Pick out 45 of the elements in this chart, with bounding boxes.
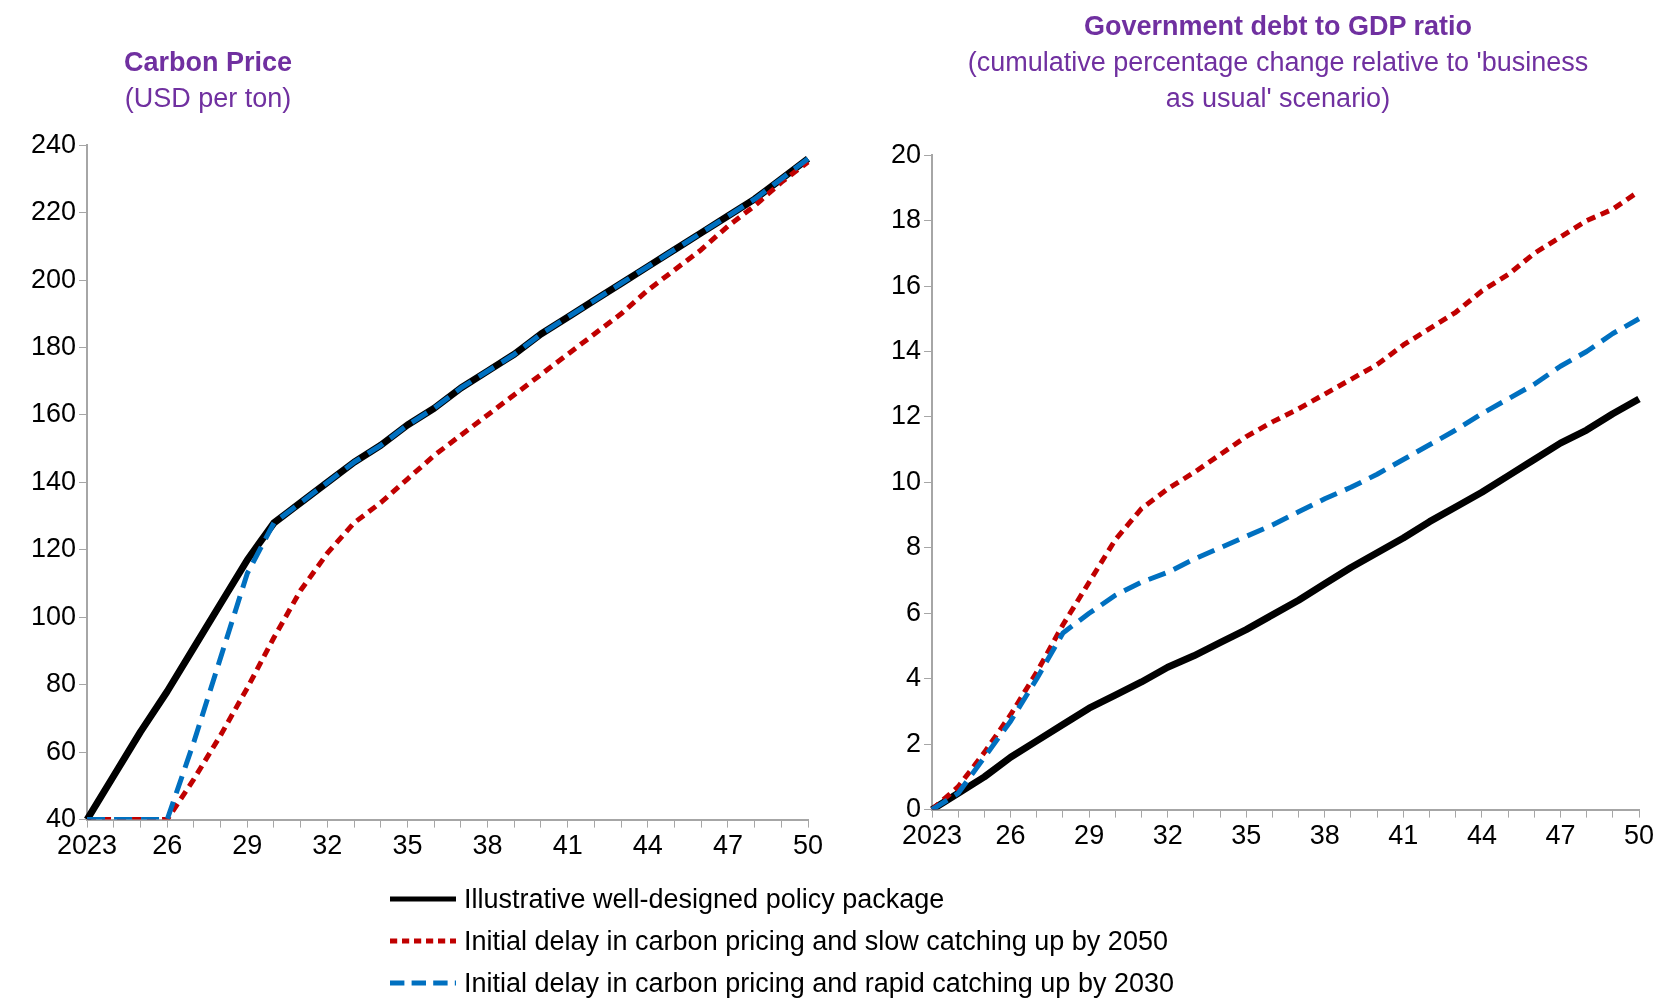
x-tick-label: 41 <box>1388 820 1419 851</box>
y-tick-label: 6 <box>906 596 922 627</box>
x-tick-label: 29 <box>232 830 263 861</box>
x-tick-label: 38 <box>1309 820 1340 851</box>
x-tick-label: 29 <box>1074 820 1105 851</box>
y-tick-label: 12 <box>890 400 922 431</box>
x-tick-label: 38 <box>472 830 503 861</box>
y-tick-label: 10 <box>890 465 922 496</box>
legend-label: Initial delay in carbon pricing and rapid catching up by 2030 <box>464 967 1174 999</box>
x-tick-label: 32 <box>312 830 343 861</box>
legend-label: Initial delay in carbon pricing and slow catching up by 2050 <box>464 925 1168 957</box>
chart-subtitle: (cumulative percentage change relative to 'business as usual' scenario) <box>966 46 1590 115</box>
y-tick-label: 120 <box>30 533 77 564</box>
legend-label: Illustrative well-designed policy package <box>464 883 945 915</box>
y-tick-label: 20 <box>890 138 922 169</box>
y-tick-label: 220 <box>30 196 77 227</box>
y-tick-label: 100 <box>30 600 77 631</box>
y-tick-label: 2 <box>906 727 922 758</box>
x-tick-label: 50 <box>1623 820 1655 851</box>
x-tick-label: 47 <box>712 830 743 861</box>
y-tick-label: 16 <box>890 269 922 300</box>
x-tick-label: 41 <box>552 830 583 861</box>
x-tick-label: 26 <box>152 830 183 861</box>
x-tick-label: 32 <box>1152 820 1183 851</box>
y-tick-label: 8 <box>906 531 922 562</box>
x-tick-label: 47 <box>1545 820 1576 851</box>
y-tick-label: 200 <box>30 263 77 294</box>
chart-title: Government debt to GDP ratio <box>1082 10 1473 43</box>
y-tick-label: 14 <box>890 334 922 365</box>
y-tick-label: 80 <box>46 668 77 699</box>
y-tick-label: 60 <box>46 735 77 766</box>
x-tick-label: 26 <box>995 820 1026 851</box>
y-tick-label: 140 <box>30 465 77 496</box>
x-tick-label: 35 <box>1231 820 1262 851</box>
y-tick-label: 4 <box>906 662 922 693</box>
x-tick-label: 50 <box>792 830 824 861</box>
chart-subtitle: (USD per ton) <box>123 82 293 115</box>
y-tick-label: 180 <box>30 330 77 361</box>
chart-title: Carbon Price <box>122 46 294 79</box>
x-tick-label: 44 <box>1466 820 1497 851</box>
y-tick-label: 160 <box>30 398 77 429</box>
y-tick-label: 240 <box>30 128 77 159</box>
y-tick-label: 18 <box>890 204 922 235</box>
x-tick-label: 44 <box>632 830 663 861</box>
x-tick-label: 35 <box>392 830 423 861</box>
